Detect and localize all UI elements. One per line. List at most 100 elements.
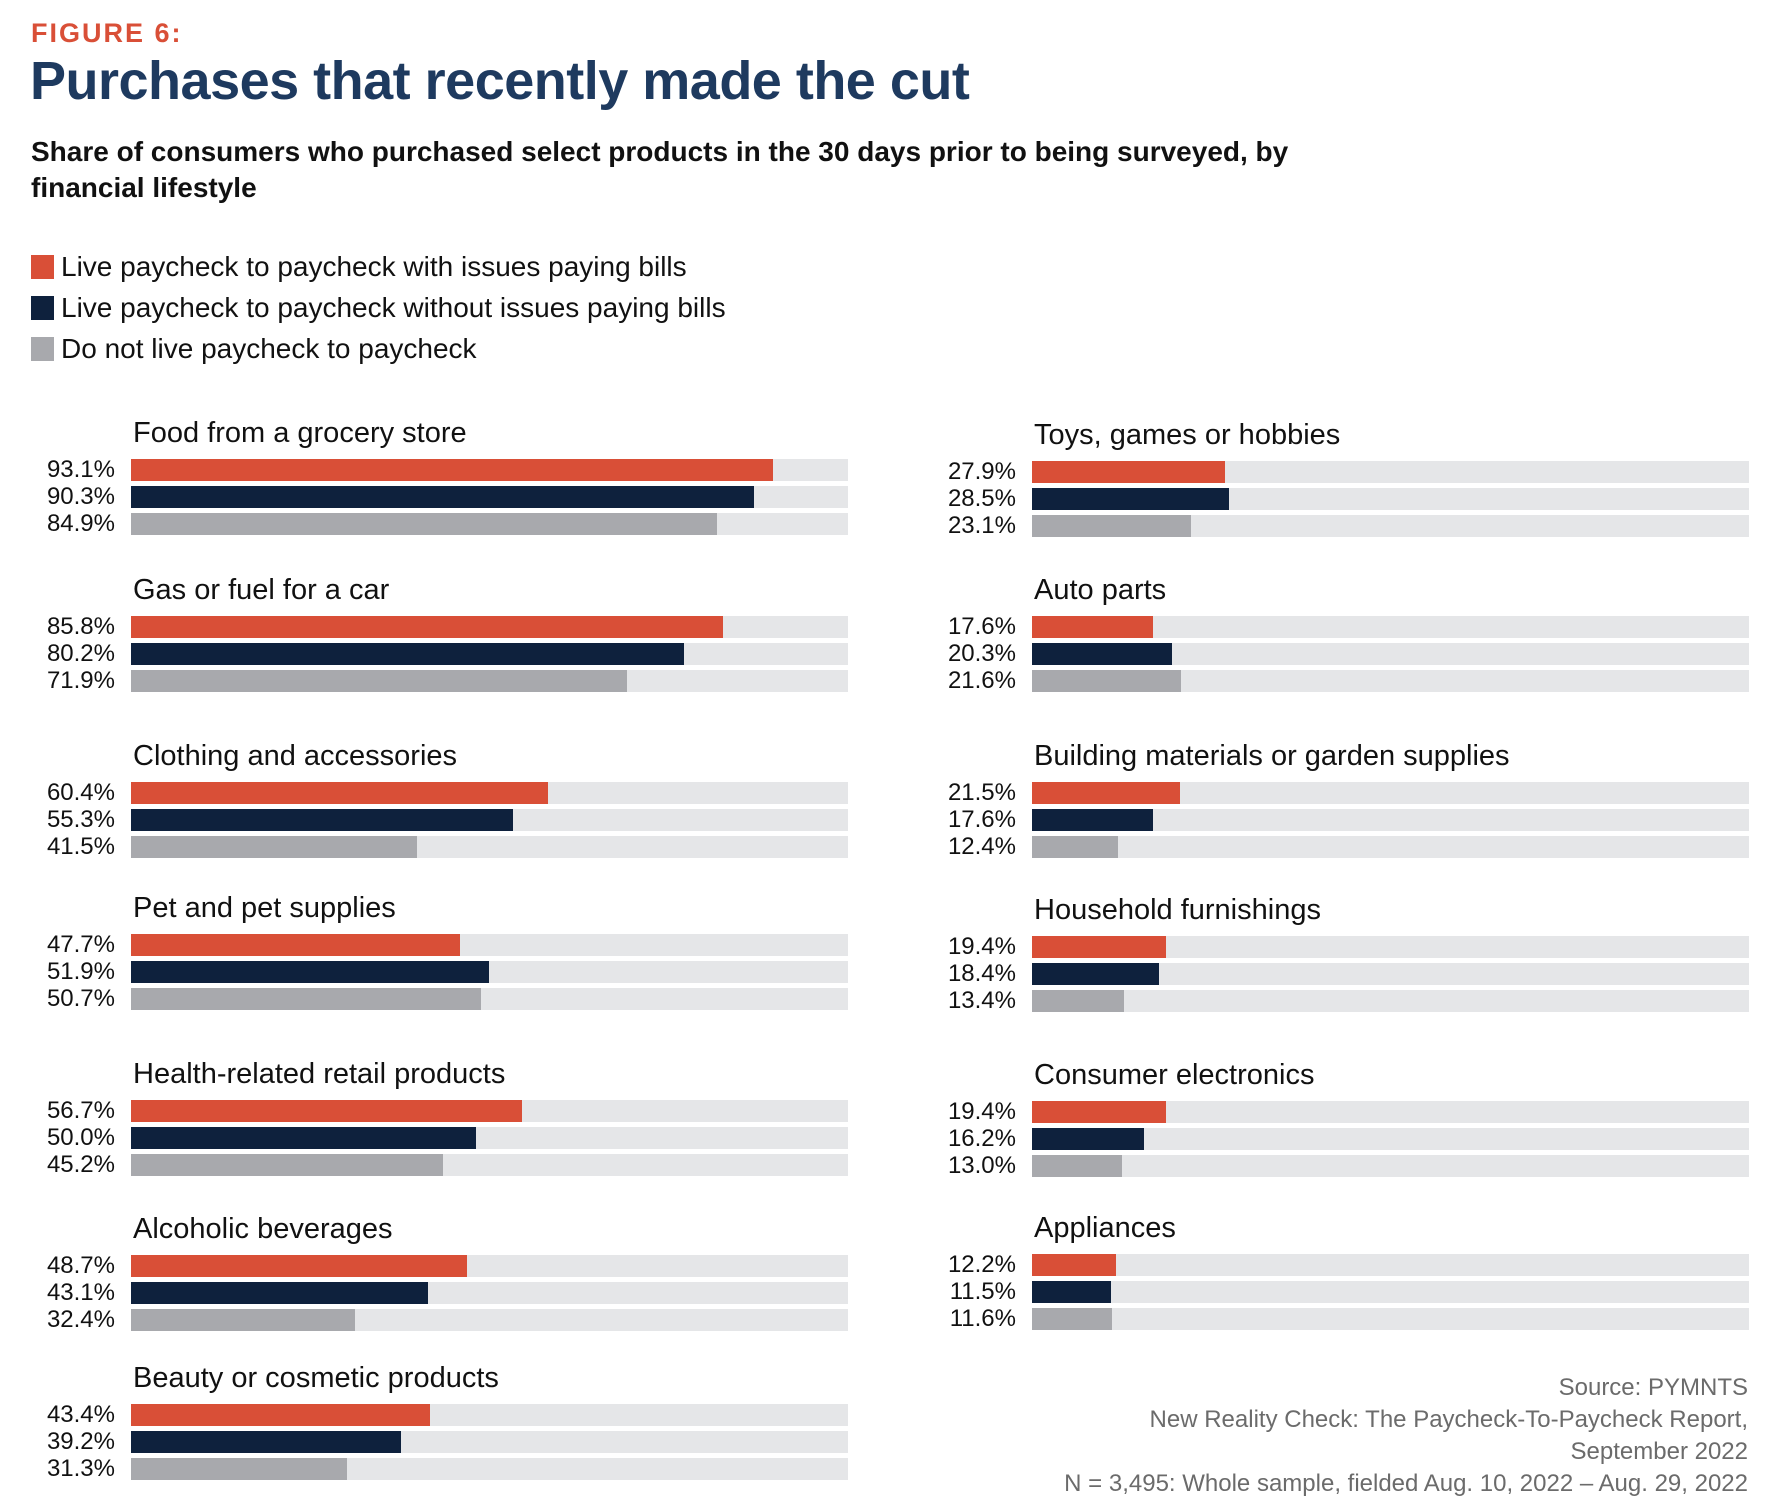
data-label: 45.2%: [46, 1151, 115, 1178]
data-label: 71.9%: [46, 667, 115, 694]
bar: [131, 1154, 443, 1176]
category-label: Toys, games or hobbies: [1034, 419, 1341, 451]
bar-track: [1032, 461, 1749, 483]
legend-item-with-issues: Live paycheck to paycheck with issues pa…: [31, 246, 726, 287]
data-label: 12.4%: [947, 833, 1016, 860]
data-label: 27.9%: [947, 458, 1016, 485]
legend-label: Do not live paycheck to paycheck: [61, 332, 477, 364]
category-label: Alcoholic beverages: [133, 1213, 393, 1245]
data-label: 50.7%: [46, 985, 115, 1012]
category-label: Appliances: [1034, 1212, 1176, 1244]
bar: [131, 1255, 467, 1277]
category-label: Building materials or garden supplies: [1034, 740, 1510, 772]
source-line: New Reality Check: The Paycheck-To-Paych…: [1149, 1406, 1748, 1433]
bar-track: [131, 513, 848, 535]
data-label: 13.4%: [947, 987, 1016, 1014]
bar-track: [1032, 1128, 1749, 1150]
bar: [131, 670, 627, 692]
bar: [131, 1309, 355, 1331]
bar: [131, 1127, 476, 1149]
data-label: 18.4%: [947, 960, 1016, 987]
bar: [131, 1100, 522, 1122]
bar-track: [131, 1255, 848, 1277]
data-label: 93.1%: [46, 456, 115, 483]
bar: [1032, 1155, 1122, 1177]
bar-track: [131, 961, 848, 983]
data-label: 47.7%: [46, 931, 115, 958]
bar-track: [1032, 1254, 1749, 1276]
data-label: 80.2%: [46, 640, 115, 667]
bar: [131, 1458, 347, 1480]
data-label: 48.7%: [46, 1252, 115, 1279]
data-label: 32.4%: [46, 1306, 115, 1333]
bar: [131, 643, 684, 665]
legend-swatch-with-issues: [31, 254, 54, 279]
category-label: Food from a grocery store: [133, 417, 467, 449]
bar: [1032, 1308, 1112, 1330]
bar-track: [131, 486, 848, 508]
bar: [131, 486, 754, 508]
bar: [131, 1282, 428, 1304]
source-line: September 2022: [1570, 1438, 1748, 1465]
category-label: Beauty or cosmetic products: [133, 1362, 499, 1394]
bar: [1032, 782, 1180, 804]
data-label: 31.3%: [46, 1455, 115, 1482]
data-label: 17.6%: [947, 613, 1016, 640]
bar: [1032, 963, 1159, 985]
bar-track: [131, 934, 848, 956]
bar: [1032, 643, 1172, 665]
bar-track: [131, 1154, 848, 1176]
bar: [1032, 616, 1153, 638]
bar-track: [1032, 1155, 1749, 1177]
bar-track: [131, 1282, 848, 1304]
bar: [1032, 1101, 1166, 1123]
bar-track: [131, 836, 848, 858]
data-label: 23.1%: [947, 512, 1016, 539]
data-label: 21.5%: [947, 779, 1016, 806]
bar-track: [131, 1458, 848, 1480]
data-label: 11.5%: [949, 1278, 1016, 1305]
source-line: Source: PYMNTS: [1558, 1374, 1748, 1401]
bar: [131, 782, 548, 804]
category-label: Health-related retail products: [133, 1058, 506, 1090]
bar-track: [1032, 1308, 1749, 1330]
data-label: 16.2%: [947, 1125, 1016, 1152]
source-line: N = 3,495: Whole sample, fielded Aug. 10…: [1064, 1470, 1748, 1497]
data-label: 17.6%: [947, 806, 1016, 833]
data-label: 19.4%: [947, 933, 1016, 960]
data-label: 56.7%: [46, 1097, 115, 1124]
bar: [131, 616, 723, 638]
bar: [131, 961, 489, 983]
legend-label: Live paycheck to paycheck without issues…: [61, 291, 726, 323]
category-label: Household furnishings: [1034, 894, 1321, 926]
bar-track: [131, 643, 848, 665]
data-label: 85.8%: [46, 613, 115, 640]
bar-track: [131, 1127, 848, 1149]
bar-track: [1032, 990, 1749, 1012]
bar: [131, 988, 481, 1010]
bar: [1032, 836, 1118, 858]
data-label: 43.4%: [46, 1401, 115, 1428]
category-label: Consumer electronics: [1034, 1059, 1315, 1091]
bar-track: [1032, 488, 1749, 510]
bar: [131, 934, 460, 956]
legend-item-not-p2p: Do not live paycheck to paycheck: [31, 328, 726, 369]
data-label: 21.6%: [947, 667, 1016, 694]
bar-track: [1032, 515, 1749, 537]
data-label: 43.1%: [46, 1279, 115, 1306]
data-label: 12.2%: [947, 1251, 1016, 1278]
data-label: 51.9%: [46, 958, 115, 985]
legend-swatch-without-issues: [31, 295, 54, 320]
bar: [1032, 1128, 1144, 1150]
data-label: 39.2%: [46, 1428, 115, 1455]
bar-track: [131, 782, 848, 804]
data-label: 19.4%: [947, 1098, 1016, 1125]
bar-track: [131, 1431, 848, 1453]
data-label: 28.5%: [947, 485, 1016, 512]
bar-track: [131, 809, 848, 831]
bar: [1032, 809, 1153, 831]
bar: [131, 836, 417, 858]
bar: [1032, 488, 1229, 510]
data-label: 90.3%: [46, 483, 115, 510]
category-label: Auto parts: [1034, 574, 1167, 606]
